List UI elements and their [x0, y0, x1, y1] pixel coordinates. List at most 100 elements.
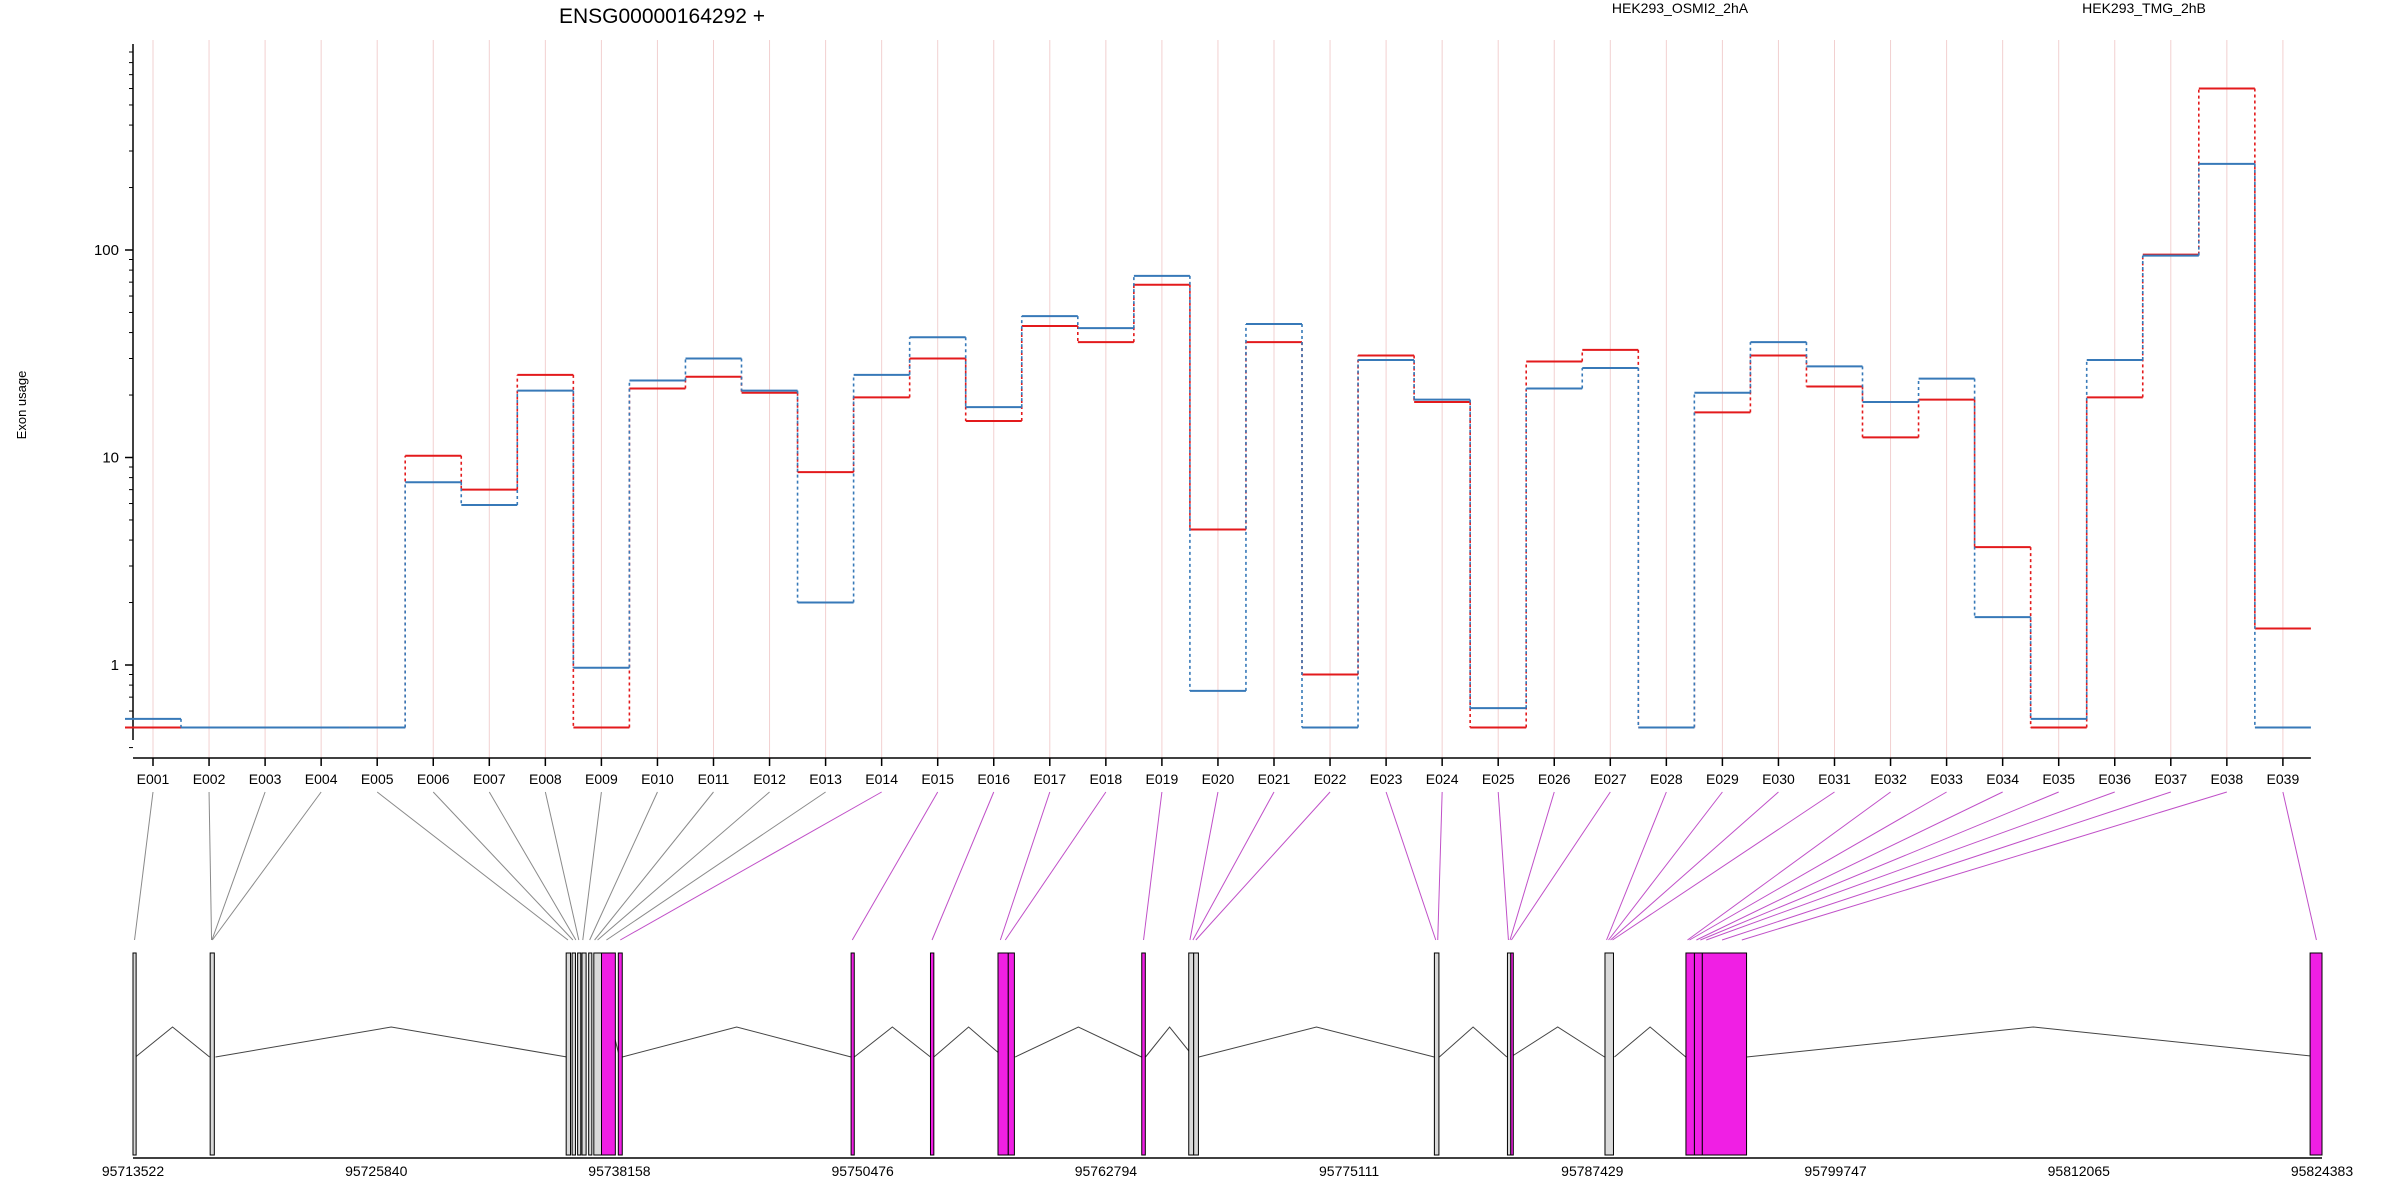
bin-connector: [1721, 791, 2171, 941]
genomic-coordinate-label: 95713522: [102, 1163, 165, 1179]
x-tick-label: E019: [1146, 771, 1179, 787]
bin-connector: [597, 791, 770, 941]
exon-block: [1433, 952, 1440, 1156]
bin-connector: [134, 791, 154, 941]
x-tick-label: E013: [809, 771, 842, 787]
genomic-coordinate-labels: 95713522 95725840 95738158 95750476 95762794…: [102, 1157, 2354, 1179]
x-tick-label: E006: [417, 771, 450, 787]
exon-block: [577, 952, 582, 1156]
x-tick-labels: E001 E002 E003 E004 E005 E006 E007 E008 E009 E010…: [137, 758, 2300, 787]
vertical-grid: [152, 40, 2284, 758]
bin-connector: [620, 791, 882, 941]
bin-connector: [208, 791, 213, 941]
y-tick-label: 100: [94, 242, 119, 259]
bin-connector: [1192, 791, 1275, 941]
bin-connector: [1696, 791, 2003, 941]
x-tick-label: E020: [1202, 771, 1235, 787]
exon-connectors: [134, 791, 2317, 941]
x-tick-label: E033: [1930, 771, 1963, 787]
x-tick-label: E017: [1033, 771, 1066, 787]
exon-block: [1685, 952, 1695, 1156]
series-2: [125, 162, 2311, 729]
x-tick-label: E034: [1986, 771, 2019, 787]
bin-connector: [1437, 791, 1443, 941]
x-tick-label: E029: [1706, 771, 1739, 787]
intron-line: [1510, 1026, 1605, 1058]
series-lines: [125, 87, 2311, 729]
exon-block: [565, 952, 572, 1156]
x-tick-label: E022: [1314, 771, 1347, 787]
x-tick-label: E021: [1258, 771, 1291, 787]
x-tick-label: E015: [921, 771, 954, 787]
x-tick-label: E026: [1538, 771, 1571, 787]
bin-connector: [432, 791, 574, 941]
bin-connector: [1689, 791, 1947, 941]
x-tick-label: E003: [249, 771, 282, 787]
exon-block: [1604, 952, 1614, 1156]
x-tick-label: E038: [2210, 771, 2243, 787]
exon-block: [1510, 952, 1514, 1156]
bin-connector: [606, 791, 826, 941]
intron-line: [1014, 1026, 1142, 1058]
x-tick-label: E025: [1482, 771, 1515, 787]
exon-block: [2309, 952, 2323, 1156]
x-tick-label: E024: [1426, 771, 1459, 787]
gene-model: [132, 952, 2323, 1156]
x-tick-label: E027: [1594, 771, 1627, 787]
y-axis-label: Exon usage: [14, 371, 29, 440]
x-tick-label: E001: [137, 771, 170, 787]
bin-connector: [1509, 791, 1555, 941]
exon-block: [1188, 952, 1195, 1156]
x-tick-label: E014: [865, 771, 898, 787]
y-tick-label: 10: [102, 450, 119, 467]
x-tick-label: E039: [2267, 771, 2300, 787]
exon-block: [1701, 952, 1748, 1156]
bin-connector: [1385, 791, 1437, 941]
x-tick-label: E016: [977, 771, 1010, 787]
intron-line: [1614, 1026, 1687, 1058]
bin-connector: [851, 791, 939, 941]
legend-label-series-a: HEK293_OSMI2_2hA: [1612, 0, 1749, 16]
exon-block: [593, 952, 603, 1156]
bin-connector: [1608, 791, 1723, 941]
bin-connector: [488, 791, 577, 941]
bin-connector: [1706, 791, 2115, 941]
x-tick-label: E036: [2098, 771, 2131, 787]
exon-block: [132, 952, 137, 1156]
genomic-coordinate-label: 95824383: [2291, 1163, 2354, 1179]
intron-line: [215, 1026, 568, 1058]
exon-block: [209, 952, 215, 1156]
bin-connector: [2282, 791, 2317, 941]
x-tick-label: E007: [473, 771, 506, 787]
intron-line: [1746, 1026, 2321, 1058]
exon-block: [850, 952, 855, 1156]
x-tick-label: E032: [1874, 771, 1907, 787]
genomic-coordinate-label: 95799747: [1804, 1163, 1867, 1179]
genomic-coordinate-label: 95750476: [832, 1163, 895, 1179]
exon-block: [1506, 952, 1512, 1156]
exon-block: [1141, 952, 1146, 1156]
x-tick-label: E010: [641, 771, 674, 787]
exon-block: [997, 952, 1009, 1156]
exon-block: [581, 952, 587, 1156]
x-tick-label: E035: [2042, 771, 2075, 787]
legend-label-series-b: HEK293_TMG_2hB: [2082, 0, 2206, 16]
exon-block: [571, 952, 576, 1156]
x-tick-label: E031: [1818, 771, 1851, 787]
genomic-coordinate-label: 95738158: [588, 1163, 651, 1179]
bin-connector: [594, 791, 714, 941]
bin-connector: [1004, 791, 1107, 941]
y-tick-label: 1: [111, 657, 119, 674]
exon-block: [588, 952, 593, 1156]
intron-line: [933, 1026, 1004, 1058]
x-tick-label: E012: [753, 771, 786, 787]
x-tick-label: E018: [1089, 771, 1122, 787]
x-tick-label: E028: [1650, 771, 1683, 787]
bin-connector: [1143, 791, 1163, 941]
bin-connector: [1195, 791, 1331, 941]
bin-connector: [1497, 791, 1509, 941]
intron-line: [1438, 1026, 1508, 1058]
intron-line: [1198, 1026, 1435, 1058]
bin-connector: [589, 791, 658, 941]
axes: 1 10 100: [94, 44, 2311, 759]
